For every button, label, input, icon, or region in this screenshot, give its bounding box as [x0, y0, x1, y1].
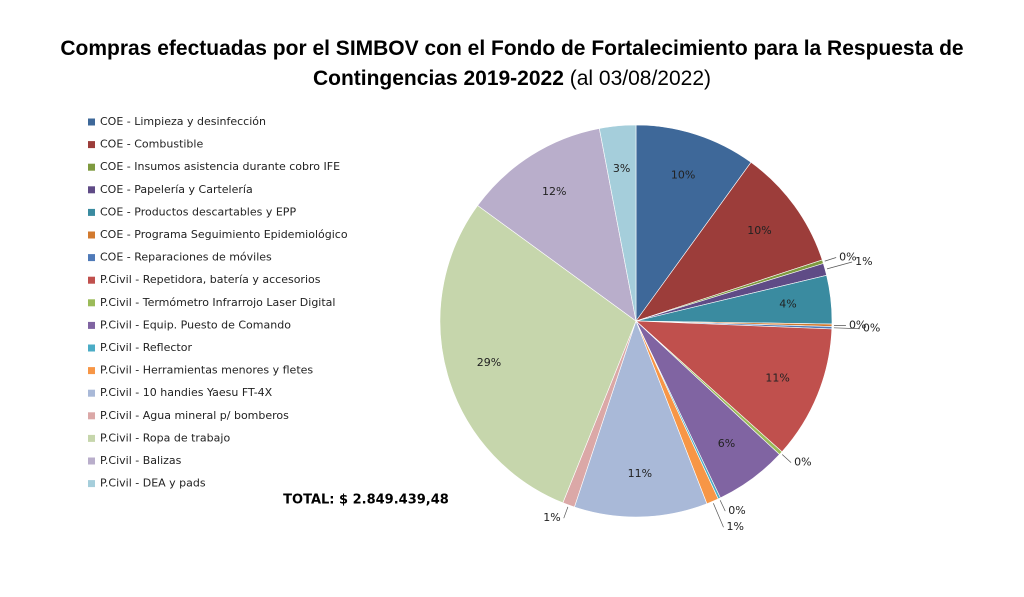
leader-line — [826, 261, 853, 270]
legend-label: COE - Reparaciones de móviles — [100, 251, 272, 264]
data-label: 3% — [613, 162, 630, 175]
leader-line — [563, 506, 569, 519]
legend-label: P.Civil - Balizas — [100, 454, 182, 467]
legend-swatch — [88, 299, 95, 307]
data-label: 11% — [765, 372, 789, 385]
legend-swatch — [88, 480, 95, 488]
data-label: 4% — [779, 297, 796, 310]
legend-label: COE - Insumos asistencia durante cobro I… — [100, 160, 340, 173]
legend-label: P.Civil - Repetidora, batería y accesori… — [100, 273, 321, 286]
data-label: 0% — [863, 322, 880, 335]
legend-swatch — [88, 321, 95, 329]
data-label: 6% — [718, 437, 735, 450]
legend-swatch — [88, 457, 95, 465]
legend-swatch — [88, 208, 95, 216]
legend-swatch — [88, 254, 95, 262]
legend-label: COE - Combustible — [100, 138, 203, 151]
data-label: 1% — [855, 255, 872, 268]
legend-label: P.Civil - Ropa de trabajo — [100, 431, 230, 444]
chart-title: Compras efectuadas por el SIMBOV con el … — [60, 37, 964, 90]
legend-label: COE - Papelería y Cartelería — [100, 183, 253, 196]
leader-line — [781, 454, 792, 463]
data-label: 29% — [477, 356, 501, 369]
chart-title-block: Compras efectuadas por el SIMBOV con el … — [20, 34, 1004, 94]
legend-label: P.Civil - DEA y pads — [100, 477, 206, 490]
legend-label: P.Civil - 10 handies Yaesu FT-4X — [100, 386, 273, 399]
legend-label: P.Civil - Herramientas menores y fletes — [100, 364, 313, 377]
data-label: 0% — [839, 250, 856, 263]
pie-slice — [439, 205, 637, 504]
legend-label: P.Civil - Termómetro Infrarrojo Laser Di… — [100, 296, 335, 309]
total-label: TOTAL: $ 2.849.439,48 — [283, 493, 449, 508]
legend-swatch — [88, 367, 95, 375]
pie-slice — [635, 124, 752, 322]
data-label: 10% — [747, 224, 771, 237]
legend-swatch — [88, 434, 95, 442]
leader-line — [824, 257, 837, 262]
pie-slice — [477, 128, 637, 322]
data-label: 11% — [628, 467, 652, 480]
leader-line — [833, 327, 860, 330]
legend-swatch — [88, 186, 95, 194]
data-label: 12% — [542, 185, 566, 198]
legend-swatch — [88, 344, 95, 352]
data-label: 10% — [671, 169, 695, 182]
data-label: 1% — [543, 511, 560, 524]
legend-swatch — [88, 231, 95, 239]
legend-swatch — [88, 389, 95, 397]
data-label: 0% — [728, 504, 745, 517]
legend-swatch — [88, 141, 95, 149]
chart-subtitle: (al 03/08/2022) — [569, 67, 712, 90]
pie-slice — [574, 320, 708, 518]
legend-swatch — [88, 163, 95, 171]
legend-swatch — [88, 276, 95, 284]
legend-label: P.Civil - Agua mineral p/ bomberos — [100, 409, 289, 422]
leader-line — [719, 500, 726, 512]
legend-label: COE - Productos descartables y EPP — [100, 205, 296, 218]
legend-label: P.Civil - Equip. Puesto de Comando — [100, 318, 291, 331]
legend-swatch — [88, 118, 95, 126]
pie-slice — [635, 320, 833, 453]
leader-line — [713, 503, 724, 528]
pie-slice — [635, 161, 823, 322]
data-label: 1% — [727, 520, 744, 533]
legend-label: P.Civil - Reflector — [100, 341, 192, 354]
data-label: 0% — [794, 456, 811, 469]
legend-label: COE - Programa Seguimiento Epidemiológic… — [100, 228, 348, 241]
legend-label: COE - Limpieza y desinfección — [100, 115, 266, 128]
pie-slice — [598, 124, 637, 322]
legend-swatch — [88, 412, 95, 420]
